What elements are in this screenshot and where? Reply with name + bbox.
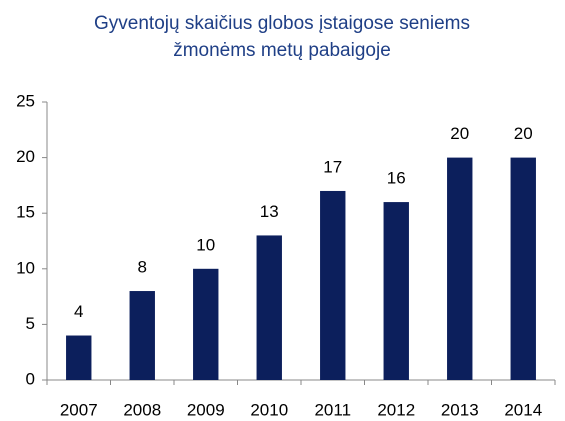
bar [320,190,346,380]
bar [66,335,92,380]
data-label: 17 [323,157,342,176]
data-label: 20 [514,124,533,143]
x-tick-label: 2013 [441,400,479,419]
bar [129,291,155,380]
bar [193,268,219,380]
x-tick-label: 2008 [123,400,161,419]
data-label: 20 [450,124,469,143]
x-tick-label: 2014 [504,400,542,419]
bar [256,235,282,380]
bar [383,202,409,380]
y-tick-label: 0 [26,369,35,388]
data-label: 8 [138,258,147,277]
bar [510,157,536,380]
data-label: 4 [74,302,83,321]
bar [447,157,473,380]
chart-title: Gyventojų skaičius globos įstaigose seni… [94,13,470,61]
y-tick-label: 10 [16,258,35,277]
y-tick-label: 20 [16,147,35,166]
x-tick-label: 2011 [314,400,351,419]
x-tick-label: 2012 [377,400,415,419]
x-tick-label: 2009 [187,400,225,419]
data-label: 13 [260,202,279,221]
data-label: 10 [196,235,215,254]
y-tick-label: 25 [16,91,35,110]
y-tick-label: 5 [26,314,35,333]
x-tick-label: 2010 [250,400,288,419]
y-tick-label: 15 [16,203,35,222]
data-label: 16 [387,169,406,188]
x-tick-label: 2007 [60,400,98,419]
